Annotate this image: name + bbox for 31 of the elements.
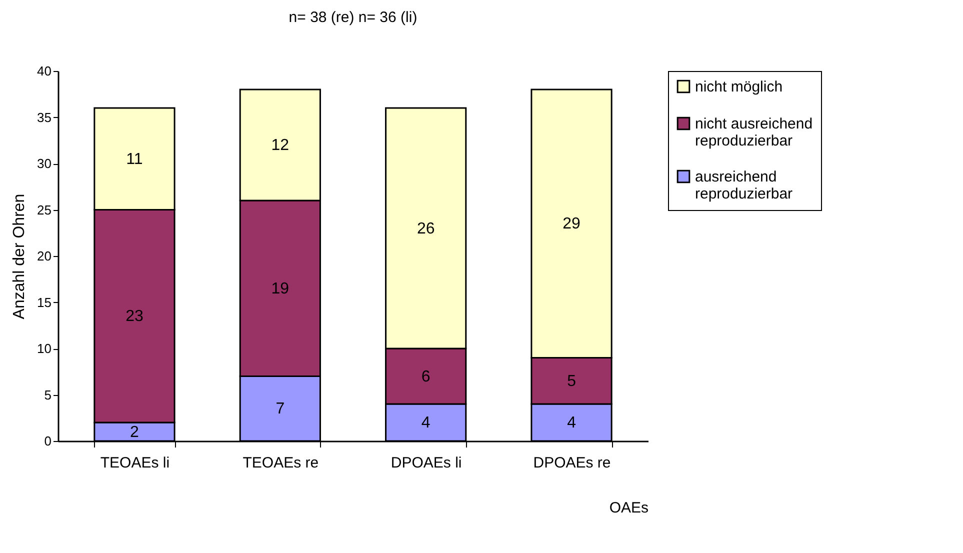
data-label: 2	[130, 424, 140, 441]
data-label: 4	[421, 414, 430, 432]
x-tick-label: DPOAEs li	[390, 454, 462, 472]
data-label: 19	[271, 280, 290, 298]
x-tick-label: TEOAEs re	[242, 454, 319, 472]
chart-title: n= 38 (re) n= 36 (li)	[288, 9, 418, 26]
y-tick-label: 40	[37, 64, 52, 78]
legend-label: nicht möglich	[695, 78, 783, 96]
data-label: 11	[126, 150, 143, 168]
y-tick-label: 35	[37, 110, 52, 125]
data-label: 23	[126, 308, 144, 326]
x-tick-label: DPOAEs re	[533, 454, 611, 472]
data-label: 26	[416, 220, 435, 238]
y-tick-label: 5	[44, 387, 52, 402]
data-label: 5	[567, 372, 576, 390]
legend-label: ausreichend reproduzierbar	[695, 168, 793, 202]
data-label: 6	[421, 368, 430, 386]
y-tick-label: 20	[37, 248, 52, 264]
y-tick-label: 30	[37, 156, 52, 171]
x-tick-label: TEOAEs li	[100, 454, 170, 472]
data-label: 29	[562, 216, 581, 233]
y-axis-title: Anzahl der Ohren	[11, 194, 28, 320]
y-tick-label: 0	[44, 434, 52, 448]
y-tick-label: 10	[37, 341, 52, 356]
y-tick-label: 15	[37, 294, 52, 310]
data-label: 12	[271, 137, 290, 154]
data-label: 7	[276, 400, 285, 418]
data-label: 4	[567, 414, 576, 432]
legend-label: nicht ausreichend reproduzierbar	[695, 116, 813, 150]
y-tick-label: 25	[37, 202, 52, 218]
x-axis-title: OAEs	[609, 500, 648, 516]
